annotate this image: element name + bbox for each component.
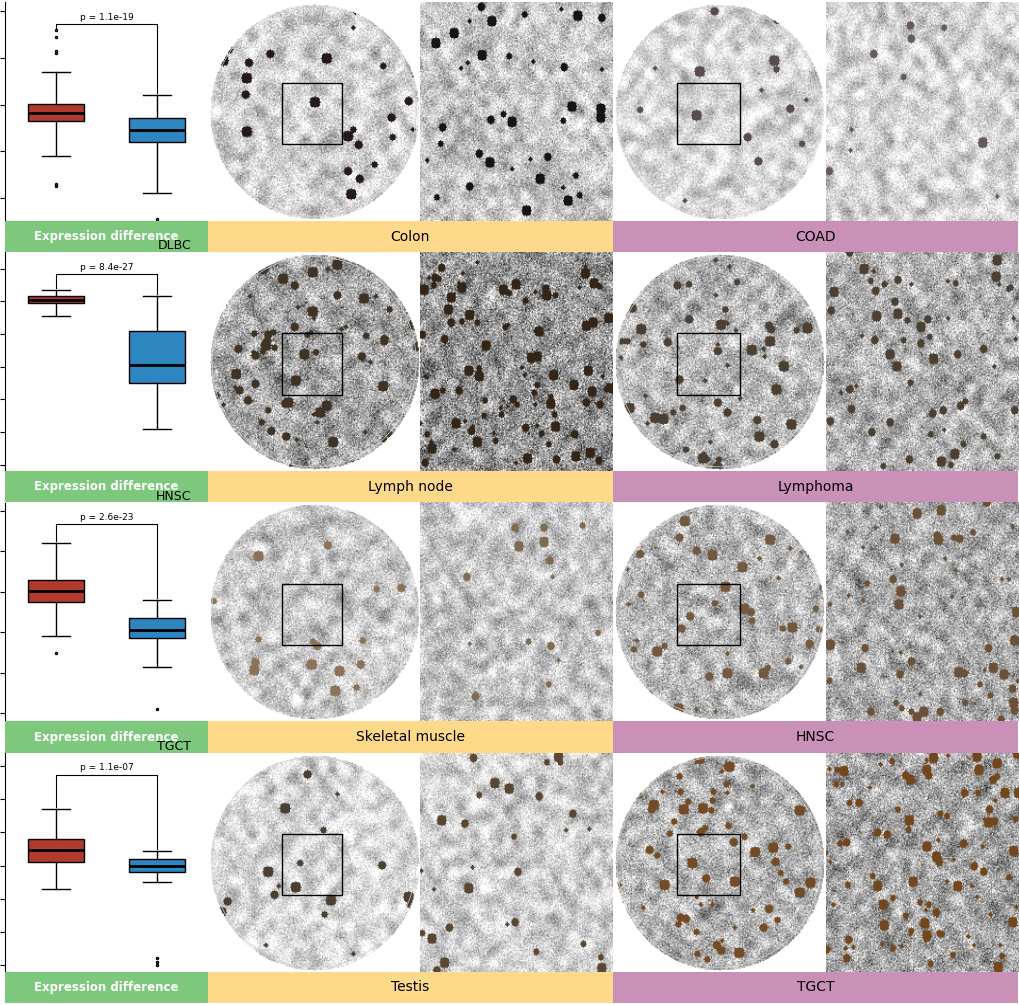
- Bar: [282, 834, 341, 895]
- Text: HNSC: HNSC: [795, 730, 835, 744]
- Bar: [282, 584, 341, 645]
- Text: DLBC: DLBC: [158, 239, 192, 252]
- Bar: [676, 334, 740, 395]
- Text: p = 1.1e-19: p = 1.1e-19: [79, 13, 133, 22]
- Text: Lymph node: Lymph node: [368, 479, 452, 493]
- Bar: [282, 83, 341, 145]
- Bar: [676, 83, 740, 145]
- Text: p = 2.6e-23: p = 2.6e-23: [79, 514, 133, 523]
- Text: HNSC: HNSC: [156, 489, 192, 502]
- Text: p = 8.4e-27: p = 8.4e-27: [79, 263, 133, 272]
- Text: Colon: Colon: [390, 229, 430, 243]
- PathPatch shape: [129, 618, 184, 638]
- Text: TGCT: TGCT: [796, 980, 834, 994]
- PathPatch shape: [129, 331, 184, 383]
- PathPatch shape: [28, 839, 84, 862]
- PathPatch shape: [129, 118, 184, 142]
- Text: Skeletal muscle: Skeletal muscle: [356, 730, 465, 744]
- PathPatch shape: [28, 104, 84, 121]
- Bar: [676, 584, 740, 645]
- Text: Expression difference: Expression difference: [34, 731, 178, 744]
- Text: Expression difference: Expression difference: [34, 981, 178, 994]
- Text: COAD: COAD: [155, 0, 192, 2]
- PathPatch shape: [28, 296, 84, 303]
- Text: Expression difference: Expression difference: [34, 480, 178, 493]
- Text: TGCT: TGCT: [157, 740, 192, 753]
- PathPatch shape: [129, 859, 184, 872]
- Text: Expression difference: Expression difference: [34, 230, 178, 243]
- Text: COAD: COAD: [794, 229, 835, 243]
- Bar: [282, 334, 341, 395]
- Text: Lymphoma: Lymphoma: [776, 479, 853, 493]
- Bar: [676, 834, 740, 895]
- PathPatch shape: [28, 580, 84, 602]
- Text: p = 1.1e-07: p = 1.1e-07: [79, 764, 133, 773]
- Text: Testis: Testis: [390, 980, 429, 994]
